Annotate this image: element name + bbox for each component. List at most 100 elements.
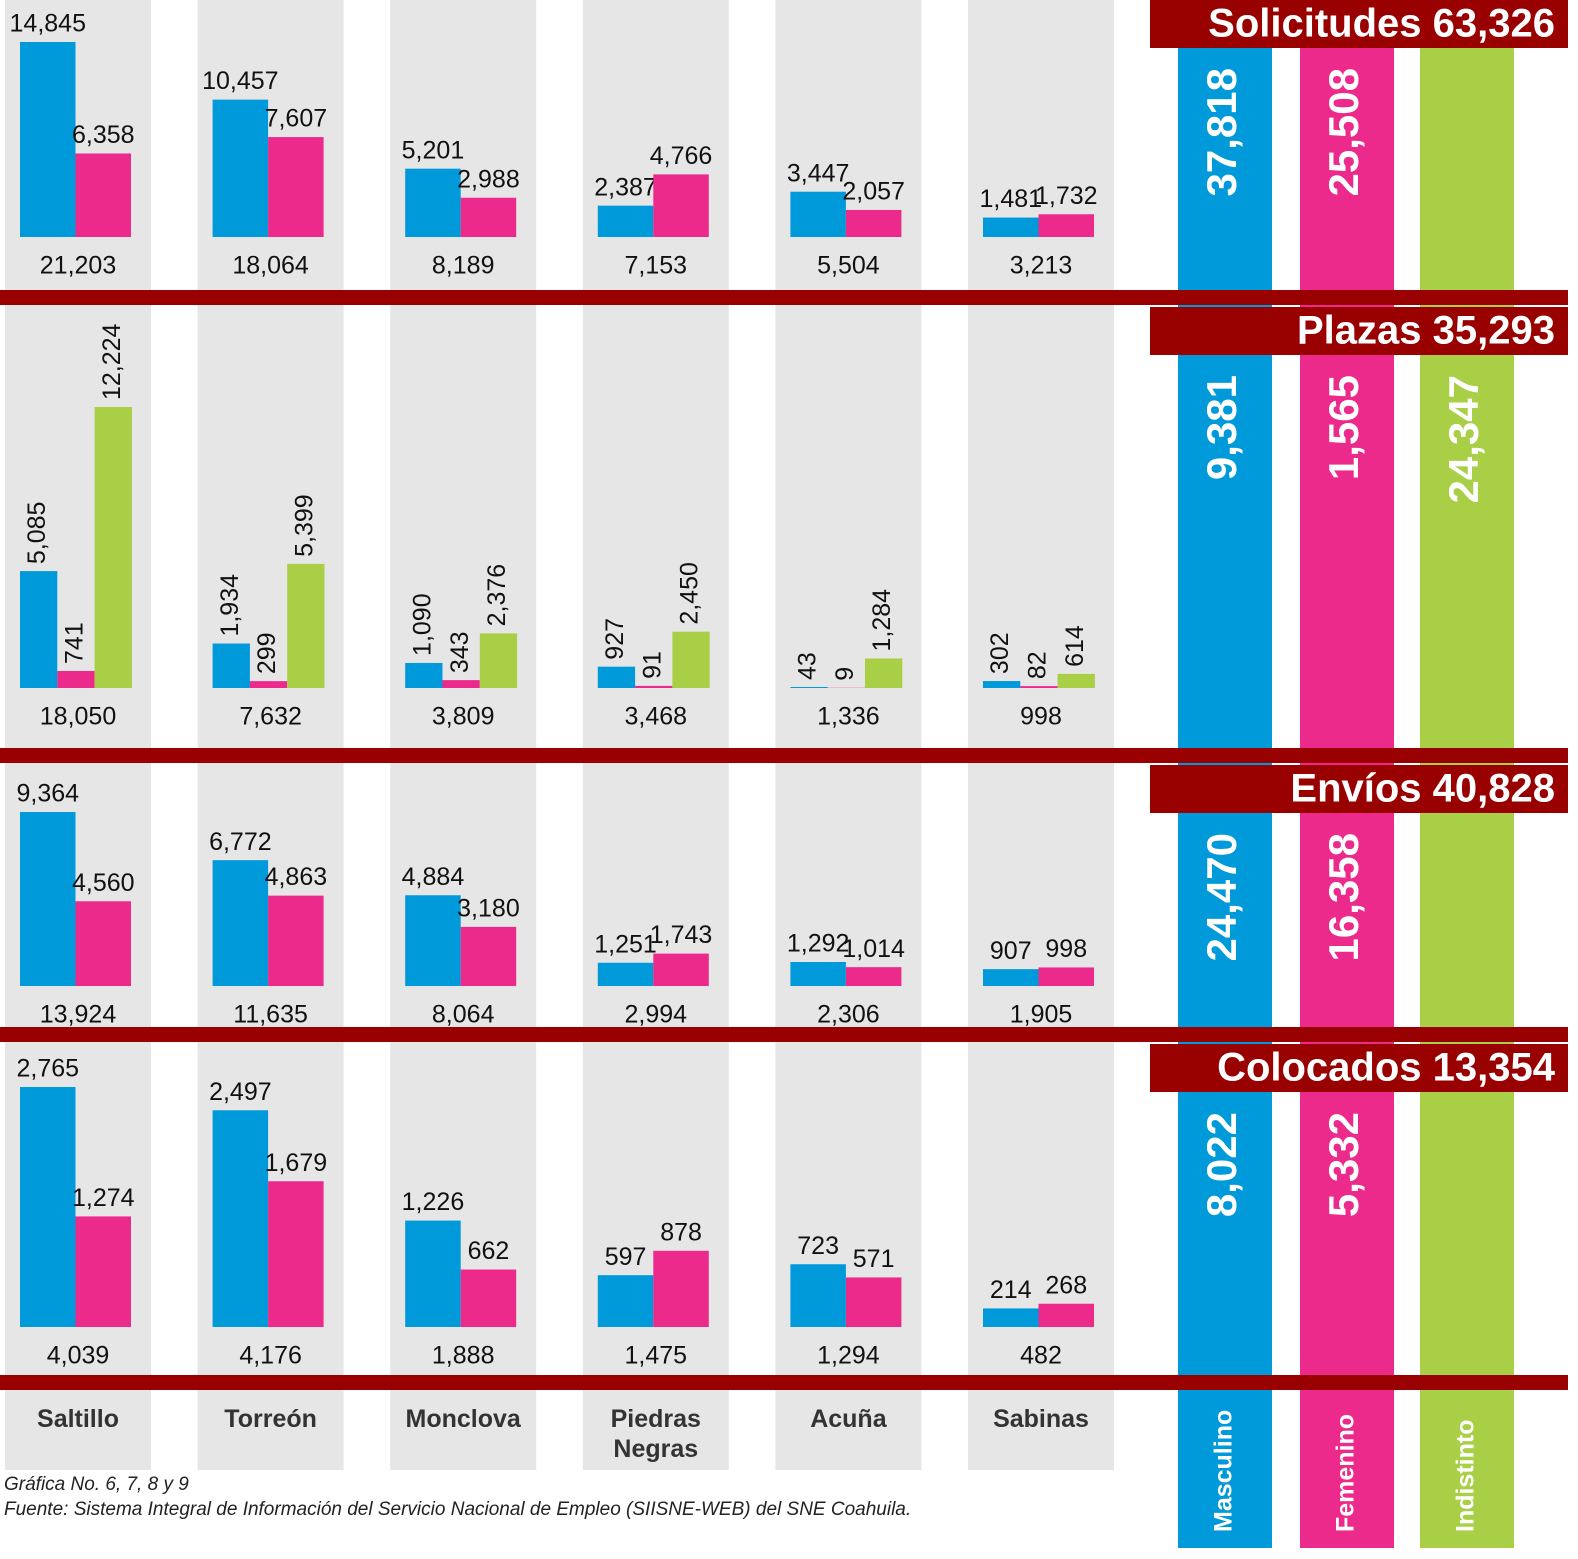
category-label: Acuña [810,1405,887,1433]
panel-title: Colocados 13,354 [1217,1046,1556,1090]
city-total: 1,294 [817,1342,880,1370]
value-label: 82 [1024,651,1052,679]
value-label: 10,457 [202,67,278,95]
value-label: 1,090 [408,593,436,656]
value-label: 662 [468,1237,510,1265]
panel-title: Solicitudes 63,326 [1208,2,1555,46]
series-total: 9,381 [1198,375,1245,480]
value-label: 1,934 [216,574,244,637]
value-label: 723 [797,1232,839,1260]
bar [597,962,654,986]
value-label: 5,399 [290,494,318,557]
series-total: 24,470 [1198,833,1245,961]
value-label: 2,988 [457,165,520,193]
bar [460,197,517,237]
bar [672,631,710,688]
city-total: 11,635 [233,1001,308,1029]
bar [20,1087,76,1327]
city-column [582,0,729,1470]
bar [790,1264,846,1327]
bar [790,687,828,688]
value-label: 4,766 [650,142,713,170]
category-label: Saltillo [37,1405,119,1433]
value-label: 1,743 [650,921,713,949]
separator-band [0,290,1568,305]
bar [405,1220,461,1327]
bar [983,217,1039,237]
source-note: Fuente: Sistema Integral de Información … [4,1499,912,1520]
city-total: 18,064 [232,252,309,280]
value-label: 9,364 [16,780,79,808]
category-label: Sabinas [993,1405,1089,1433]
value-label: 2,057 [842,178,905,206]
value-label: 1,292 [787,930,850,958]
bar [405,662,443,688]
legend-label: Indistinto [1452,1420,1480,1532]
value-label: 1,679 [265,1149,328,1177]
value-label: 5,201 [402,136,465,164]
value-label: 302 [986,632,1014,674]
bar [983,681,1021,688]
value-label: 998 [1045,935,1087,963]
bar [20,812,76,986]
value-label: 571 [853,1245,895,1273]
bar [212,99,269,237]
value-label: 1,284 [868,589,896,652]
bar [597,205,654,237]
series-total: 24,347 [1440,375,1487,503]
panel-title-box [1150,1044,1568,1092]
value-label: 597 [605,1243,647,1271]
panel-title-box [1150,765,1568,813]
value-label: 2,765 [16,1055,79,1083]
value-label: 214 [990,1276,1032,1304]
bar [460,926,517,986]
value-label: 2,387 [594,173,657,201]
bar [653,953,709,986]
bar [94,407,132,688]
series-total: 16,358 [1320,833,1367,961]
bar [75,153,131,237]
bar [653,174,709,237]
category-label: Monclova [405,1405,521,1433]
bar [983,969,1039,986]
bar [1020,686,1058,688]
series-total: 37,818 [1198,68,1245,196]
city-total: 3,809 [432,703,495,731]
value-label: 1,251 [594,930,657,958]
panel-title: Plazas 35,293 [1297,309,1555,353]
separator-band [0,748,1568,763]
city-total: 8,189 [432,252,495,280]
value-label: 1,481 [979,185,1042,213]
city-total: 2,306 [817,1001,880,1029]
bar [212,860,269,986]
value-label: 268 [1045,1271,1087,1299]
panel-title-box [1150,0,1568,48]
city-total: 13,924 [40,1001,117,1029]
bar [790,191,846,237]
value-label: 7,607 [265,105,328,133]
value-label: 6,358 [72,121,135,149]
value-label: 6,772 [209,828,272,856]
bar [790,961,846,986]
city-total: 4,039 [47,1342,110,1370]
city-total: 3,213 [1010,252,1073,280]
city-total: 8,064 [432,1001,495,1029]
separator-band [0,1375,1568,1390]
bar [405,895,461,986]
bar [268,895,324,986]
bar [479,633,518,688]
bar [597,666,636,688]
value-label: 43 [794,652,822,680]
city-total: 5,504 [817,252,880,280]
bar [212,1110,269,1327]
bar [442,680,480,688]
value-label: 1,014 [842,935,905,963]
bar [287,563,325,688]
value-label: 741 [61,622,89,664]
separator-band [0,1027,1568,1042]
bar [405,168,461,237]
city-total: 482 [1020,1342,1062,1370]
bar [845,967,902,986]
panel-title-box [1150,307,1568,355]
